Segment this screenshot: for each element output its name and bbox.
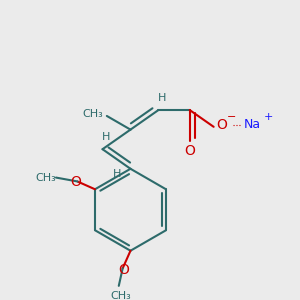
- Text: CH₃: CH₃: [36, 172, 57, 183]
- Text: −: −: [226, 112, 236, 122]
- Text: CH₃: CH₃: [110, 291, 131, 300]
- Text: O: O: [184, 144, 195, 158]
- Text: O: O: [216, 118, 227, 132]
- Text: O: O: [70, 176, 81, 189]
- Text: H: H: [158, 93, 166, 103]
- Text: +: +: [264, 112, 273, 122]
- Text: Na: Na: [244, 118, 261, 131]
- Text: H: H: [102, 133, 111, 142]
- Text: CH₃: CH₃: [83, 109, 104, 119]
- Text: O: O: [118, 263, 129, 277]
- Text: H: H: [112, 169, 121, 179]
